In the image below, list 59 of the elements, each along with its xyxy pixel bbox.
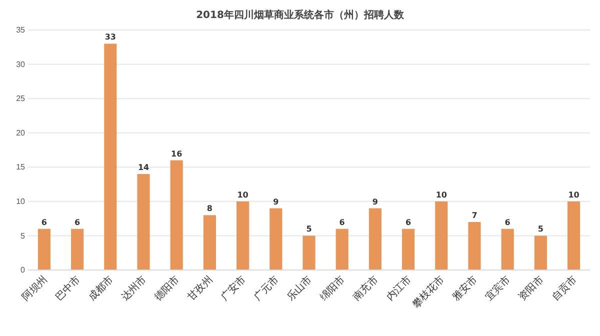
- x-tick-label: 绵阳市: [318, 274, 348, 304]
- bar: [270, 208, 282, 270]
- y-tick-label: 5: [20, 231, 26, 240]
- x-tick-label: 自贡市: [549, 274, 580, 304]
- bar: [71, 228, 84, 270]
- data-label: 10: [568, 190, 580, 200]
- bar: [236, 201, 250, 270]
- x-tick-label: 宜宾市: [483, 274, 513, 304]
- data-label: 8: [206, 204, 213, 214]
- x-tick-label: 资阳市: [516, 274, 546, 304]
- bar: [38, 228, 51, 270]
- x-tick-label: 广元市: [252, 274, 282, 304]
- x-tick-label: 阿坝州: [20, 274, 50, 304]
- bar: [203, 215, 216, 270]
- data-label: 10: [436, 190, 448, 200]
- bar: [137, 174, 150, 270]
- data-label: 10: [237, 190, 249, 200]
- x-tick-label: 达州市: [119, 274, 149, 304]
- data-label: 9: [273, 197, 280, 206]
- bar: [104, 44, 117, 270]
- data-label: 14: [138, 163, 150, 172]
- x-tick-label: 乐山市: [284, 274, 314, 304]
- y-tick-label: 25: [16, 94, 26, 104]
- bar: [170, 160, 183, 270]
- bar: [368, 208, 382, 270]
- y-tick-label: 10: [16, 196, 26, 206]
- data-label: 7: [472, 211, 478, 220]
- x-tick-label: 成都市: [86, 274, 116, 304]
- bar: [468, 222, 481, 270]
- data-label: 16: [171, 149, 183, 158]
- data-label: 6: [74, 218, 81, 227]
- bar: [567, 201, 580, 270]
- data-label: 6: [406, 218, 412, 227]
- bar: [336, 228, 348, 270]
- y-tick-label: 35: [16, 26, 26, 35]
- bar: [302, 236, 316, 270]
- y-tick-label: 20: [16, 128, 26, 138]
- x-tick-label: 雅安市: [450, 274, 480, 304]
- data-label: 9: [372, 197, 378, 206]
- data-label: 33: [104, 32, 116, 42]
- x-tick-label: 甘孜州: [185, 274, 216, 304]
- x-tick-label: 广安市: [218, 274, 248, 304]
- bar: [534, 236, 547, 270]
- y-tick-label: 30: [16, 60, 26, 69]
- x-tick-label: 南充市: [350, 274, 380, 304]
- bar: [501, 228, 514, 270]
- data-label: 6: [504, 218, 511, 227]
- x-tick-label: 攀枝花市: [410, 274, 447, 310]
- y-tick-label: 15: [16, 162, 26, 172]
- data-label: 5: [538, 224, 544, 234]
- bar: [435, 201, 448, 270]
- bar: [402, 228, 415, 270]
- x-tick-label: 德阳市: [152, 274, 182, 304]
- x-tick-label: 巴中市: [52, 274, 83, 304]
- data-label: 6: [339, 218, 346, 227]
- data-label: 6: [41, 218, 48, 227]
- data-label: 5: [306, 224, 312, 234]
- chart-title: 2018年四川烟草商业系统各市（州）招聘人数: [196, 9, 405, 21]
- y-tick-label: 0: [20, 266, 26, 275]
